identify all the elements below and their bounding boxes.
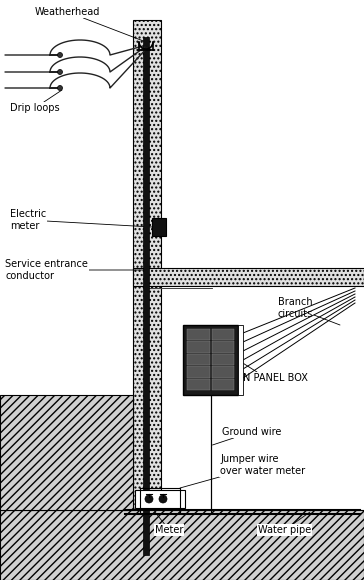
Circle shape — [58, 53, 63, 57]
Bar — [183, 325, 238, 395]
Bar — [187, 366, 210, 378]
Bar — [0, 510, 364, 580]
Bar — [211, 354, 234, 365]
Circle shape — [159, 495, 167, 503]
Bar — [187, 379, 210, 390]
Circle shape — [58, 70, 63, 74]
Text: Jumper wire
over water meter: Jumper wire over water meter — [180, 454, 305, 488]
Text: Water pipe: Water pipe — [258, 512, 311, 535]
Bar — [187, 342, 210, 353]
Bar — [143, 37, 149, 555]
Text: Service entrance
conductor: Service entrance conductor — [5, 259, 144, 281]
Bar — [135, 490, 185, 508]
Circle shape — [58, 85, 63, 90]
Bar — [133, 20, 161, 555]
Bar — [0, 395, 133, 510]
Bar — [187, 354, 210, 365]
Text: Meter: Meter — [155, 512, 183, 535]
Text: MAIN PANEL BOX: MAIN PANEL BOX — [225, 360, 308, 383]
Text: Weatherhead: Weatherhead — [35, 7, 146, 42]
Bar — [152, 218, 166, 236]
Text: Electric
meter: Electric meter — [10, 209, 152, 231]
Bar — [211, 366, 234, 378]
Text: Drip loops: Drip loops — [10, 90, 62, 113]
Bar — [211, 329, 234, 340]
Bar — [211, 379, 234, 390]
Text: Ground wire: Ground wire — [213, 427, 281, 445]
Bar — [211, 342, 234, 353]
Text: Branch
circuits: Branch circuits — [278, 297, 340, 325]
Bar — [133, 268, 364, 286]
Circle shape — [145, 495, 153, 503]
Bar — [238, 325, 243, 395]
Bar — [187, 329, 210, 340]
